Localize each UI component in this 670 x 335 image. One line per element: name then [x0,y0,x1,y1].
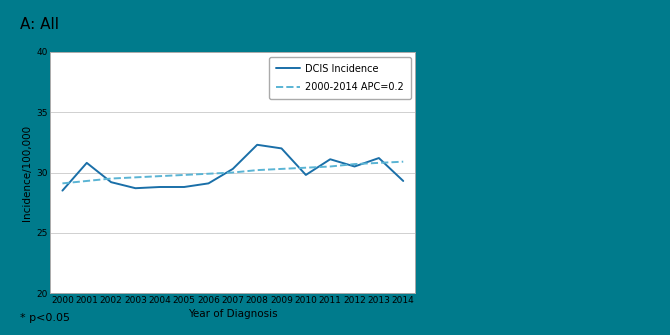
Text: * p<0.05: * p<0.05 [20,313,70,323]
2000-2014 APC=0.2 [180,173,188,177]
DCIS Incidence [375,156,383,160]
DCIS Incidence [399,179,407,183]
2000-2014 APC=0.2 [58,181,66,185]
2000-2014 APC=0.2 [302,166,310,170]
Legend: DCIS Incidence, 2000-2014 APC=0.2: DCIS Incidence, 2000-2014 APC=0.2 [269,57,411,99]
2000-2014 APC=0.2 [155,174,163,178]
Text: A: All: A: All [20,17,59,31]
2000-2014 APC=0.2 [277,167,285,171]
DCIS Incidence [131,186,139,190]
2000-2014 APC=0.2 [131,175,139,179]
DCIS Incidence [180,185,188,189]
DCIS Incidence [253,143,261,147]
Line: 2000-2014 APC=0.2: 2000-2014 APC=0.2 [62,162,403,183]
2000-2014 APC=0.2 [375,161,383,165]
DCIS Incidence [204,181,212,185]
DCIS Incidence [228,167,237,171]
2000-2014 APC=0.2 [399,160,407,164]
DCIS Incidence [58,189,66,193]
X-axis label: Year of Diagnosis: Year of Diagnosis [188,309,277,319]
DCIS Incidence [302,173,310,177]
2000-2014 APC=0.2 [253,168,261,172]
DCIS Incidence [155,185,163,189]
Line: DCIS Incidence: DCIS Incidence [62,145,403,191]
Y-axis label: Incidence/100,000: Incidence/100,000 [22,125,31,220]
2000-2014 APC=0.2 [326,164,334,169]
2000-2014 APC=0.2 [350,162,358,166]
DCIS Incidence [326,157,334,161]
2000-2014 APC=0.2 [82,179,90,183]
DCIS Incidence [82,161,90,165]
DCIS Incidence [350,164,358,169]
DCIS Incidence [277,146,285,150]
2000-2014 APC=0.2 [228,171,237,175]
DCIS Incidence [107,180,115,184]
2000-2014 APC=0.2 [107,177,115,181]
2000-2014 APC=0.2 [204,172,212,176]
